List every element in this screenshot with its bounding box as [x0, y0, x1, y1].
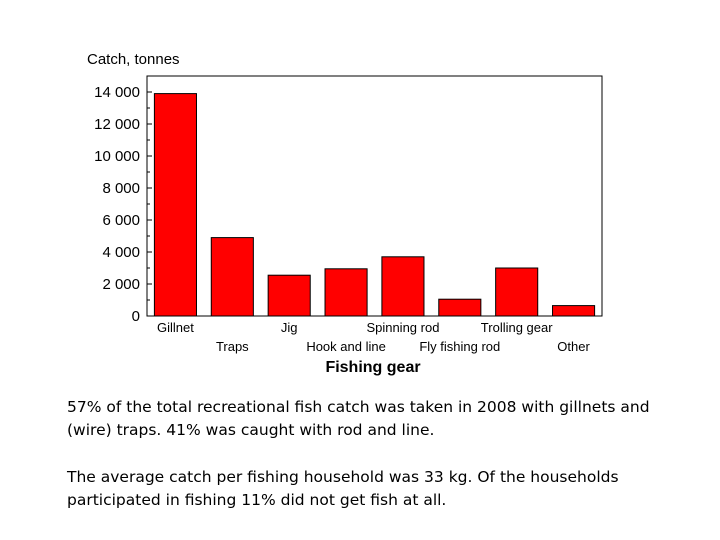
y-tick-label: 14 000	[94, 84, 140, 101]
x-category-label: Hook and line	[306, 339, 386, 354]
y-tick-label: 12 000	[94, 116, 140, 133]
x-category-label: Trolling gear	[481, 320, 553, 335]
y-tick-label: 10 000	[94, 148, 140, 165]
x-category-label: Spinning rod	[366, 320, 439, 335]
caption-paragraph-2: The average catch per fishing household …	[67, 468, 619, 509]
bar	[324, 268, 368, 317]
caption-paragraph-1: 57% of the total recreational fish catch…	[67, 398, 650, 439]
y-axis-title: Catch, tonnes	[87, 51, 180, 68]
x-category-label: Fly fishing rod	[419, 339, 500, 354]
bar	[153, 93, 197, 317]
bar	[267, 274, 311, 317]
bar-chart: Catch, tonnes 0 2 000 4 000 6 000 8 000 10 00…	[87, 51, 603, 376]
x-category-label: Traps	[216, 339, 249, 354]
bar	[438, 298, 482, 317]
bar	[210, 237, 254, 317]
y-tick-label: 0	[132, 308, 140, 325]
x-axis-title: Fishing gear	[325, 359, 420, 376]
bar	[381, 256, 425, 317]
y-tick-label: 2 000	[102, 276, 140, 293]
bar	[495, 267, 539, 317]
x-category-label: Other	[557, 339, 590, 354]
x-category-label: Gillnet	[157, 320, 194, 335]
bar	[552, 305, 596, 317]
x-category-label: Jig	[281, 320, 298, 335]
y-tick-label: 4 000	[102, 244, 140, 261]
y-tick-label: 6 000	[102, 212, 140, 229]
plot-frame	[146, 75, 603, 317]
y-tick-label: 8 000	[102, 180, 140, 197]
